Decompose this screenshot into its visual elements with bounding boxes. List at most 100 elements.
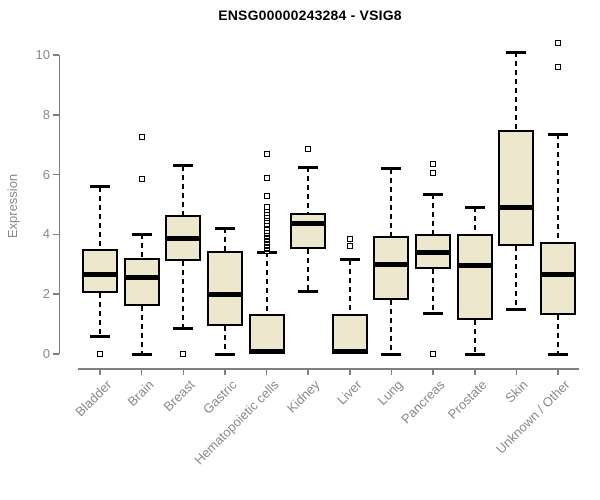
whisker-cap-upper-gastric [214, 226, 235, 230]
outlier-pancreas [430, 351, 437, 357]
y-tick [52, 293, 59, 295]
box-bladder [82, 249, 118, 293]
whisker-upper-brain [140, 234, 143, 259]
whisker-cap-lower-lung [381, 352, 402, 356]
outlier-kidney [305, 146, 312, 153]
outlier-unknown-other [555, 40, 562, 47]
whisker-cap-lower-unknown-other [548, 352, 569, 356]
whisker-cap-lower-kidney [298, 289, 319, 293]
whisker-lower-bladder [99, 292, 101, 337]
y-axis-line [58, 55, 60, 354]
y-tick [52, 173, 59, 176]
whisker-upper-bladder [99, 186, 101, 250]
whisker-lower-prostate [473, 319, 476, 354]
outlier-breast [180, 351, 187, 357]
whisker-cap-upper-brain [131, 232, 152, 236]
y-tick-label-10: 10 [35, 47, 50, 62]
whisker-cap-lower-brain [131, 352, 152, 356]
whisker-upper-lung [390, 168, 393, 236]
x-tick-skin [515, 368, 518, 375]
x-tick-lung [390, 368, 393, 375]
y-tick-label-6: 6 [42, 166, 50, 182]
outlier-brain [138, 176, 145, 183]
box-brain [123, 258, 160, 307]
outlier-hematopoietic-cells [263, 204, 270, 211]
whisker-upper-unknown-other [557, 134, 560, 242]
box-unknown-other [540, 241, 577, 316]
y-tick-label-4: 4 [42, 226, 50, 242]
whisker-cap-upper-kidney [298, 165, 319, 169]
whisker-upper-pancreas [432, 194, 435, 235]
whisker-cap-upper-lung [381, 167, 402, 171]
whisker-cap-upper-unknown-other [548, 132, 569, 136]
box-skin [498, 129, 535, 247]
whisker-cap-upper-bladder [90, 185, 110, 189]
outlier-unknown-other [555, 63, 562, 70]
outlier-hematopoietic-cells [263, 150, 270, 157]
median-skin [498, 204, 535, 210]
whisker-lower-unknown-other [557, 315, 560, 354]
whisker-lower-gastric [223, 325, 226, 354]
whisker-cap-lower-skin [506, 307, 527, 311]
outlier-pancreas [430, 161, 437, 168]
whisker-cap-lower-breast [173, 327, 194, 331]
whisker-upper-skin [515, 52, 518, 130]
x-tick-prostate [474, 368, 476, 375]
whisker-upper-liver [348, 259, 351, 314]
whisker-cap-lower-gastric [214, 352, 235, 356]
box-liver [331, 313, 368, 354]
median-liver [331, 349, 368, 355]
box-gastric [206, 250, 243, 326]
whisker-cap-upper-liver [339, 258, 360, 262]
whisker-upper-breast [182, 165, 185, 215]
whisker-cap-lower-pancreas [423, 312, 444, 316]
whisker-lower-kidney [307, 249, 310, 292]
x-tick-gastric [224, 368, 226, 375]
median-pancreas [415, 249, 452, 255]
y-tick [52, 353, 59, 355]
median-prostate [456, 263, 493, 269]
x-tick-unknown-other [557, 368, 559, 375]
x-tick-liver [349, 368, 351, 375]
whisker-cap-lower-prostate [464, 352, 485, 356]
box-prostate [456, 234, 493, 320]
whisker-lower-brain [140, 306, 143, 354]
median-kidney [290, 221, 327, 227]
box-lung [373, 235, 410, 301]
whisker-cap-lower-bladder [90, 334, 110, 338]
outlier-hematopoietic-cells [263, 174, 270, 181]
y-tick [52, 233, 59, 236]
whisker-upper-hematopoietic-cells [265, 252, 268, 314]
whisker-lower-skin [515, 246, 518, 310]
outlier-pancreas [430, 170, 437, 177]
outlier-liver [346, 235, 353, 242]
median-bladder [82, 272, 118, 278]
box-kidney [290, 213, 327, 250]
median-lung [373, 261, 410, 267]
whisker-upper-kidney [307, 167, 310, 214]
x-tick-kidney [307, 368, 309, 375]
whisker-upper-prostate [473, 207, 476, 235]
outlier-liver [346, 243, 353, 250]
median-unknown-other [540, 272, 577, 278]
y-axis-title: Expression [5, 173, 20, 239]
x-tick-hematopoietic-cells [265, 368, 268, 375]
y-tick [52, 54, 59, 56]
whisker-cap-upper-prostate [464, 205, 485, 209]
x-tick-pancreas [432, 368, 434, 375]
y-tick [52, 114, 59, 116]
median-hematopoietic-cells [248, 349, 285, 355]
outlier-hematopoietic-cells [263, 192, 270, 199]
y-tick-label-0: 0 [42, 346, 50, 361]
y-tick-label-2: 2 [42, 286, 50, 302]
x-tick-breast [182, 368, 185, 375]
median-breast [165, 236, 202, 242]
whisker-cap-upper-skin [506, 50, 527, 54]
chart-title: ENSG00000243284 - VSIG8 [218, 7, 402, 23]
outlier-brain [138, 134, 145, 141]
whisker-lower-lung [390, 300, 393, 354]
whisker-upper-gastric [223, 228, 226, 251]
median-gastric [206, 291, 243, 297]
whisker-lower-pancreas [432, 268, 435, 314]
